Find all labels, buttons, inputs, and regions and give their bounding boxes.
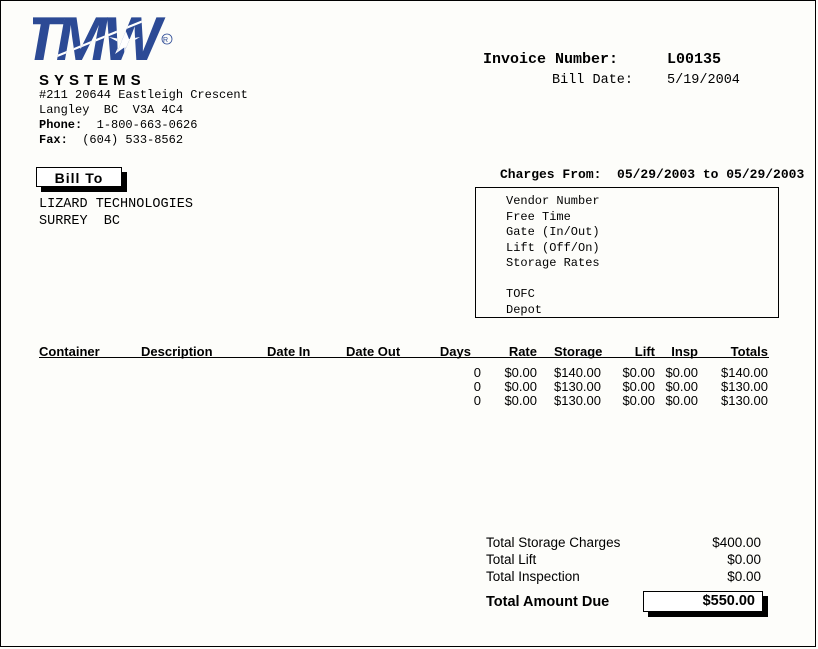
svg-text:R: R	[163, 37, 168, 44]
